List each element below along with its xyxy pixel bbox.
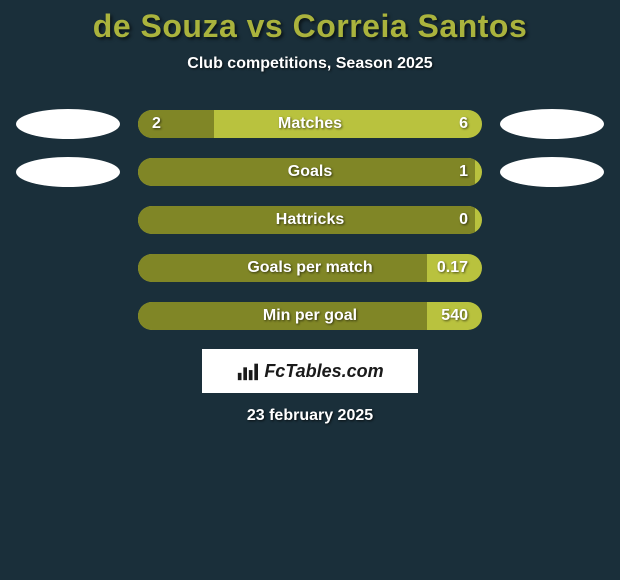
avatar-spacer <box>500 205 604 235</box>
stat-row: Hattricks 0 <box>0 205 620 235</box>
comparison-card: de Souza vs Correia Santos Club competit… <box>0 0 620 425</box>
player-left-avatar <box>16 109 120 139</box>
stat-right-value: 0.17 <box>437 259 468 277</box>
avatar-spacer <box>16 205 120 235</box>
avatar-spacer <box>16 301 120 331</box>
page-subtitle: Club competitions, Season 2025 <box>0 55 620 73</box>
logo-text: FcTables.com <box>264 361 383 382</box>
page-title: de Souza vs Correia Santos <box>0 8 620 45</box>
player-right-avatar <box>500 157 604 187</box>
stat-label: Hattricks <box>276 211 344 229</box>
snapshot-date: 23 february 2025 <box>0 407 620 425</box>
player-left-avatar <box>16 157 120 187</box>
stat-right-value: 6 <box>459 115 468 133</box>
stat-label: Goals <box>288 163 332 181</box>
player-right-avatar <box>500 109 604 139</box>
avatar-spacer <box>500 301 604 331</box>
stat-bar: Hattricks 0 <box>138 206 482 234</box>
stat-bar: Min per goal 540 <box>138 302 482 330</box>
stat-bar: Matches 2 6 <box>138 110 482 138</box>
stat-label: Goals per match <box>247 259 372 277</box>
stat-bar: Goals 1 <box>138 158 482 186</box>
bar-chart-icon <box>236 360 258 382</box>
source-logo: FcTables.com <box>202 349 418 393</box>
stat-row: Goals 1 <box>0 157 620 187</box>
stat-label: Matches <box>278 115 342 133</box>
stat-bar-left-fill <box>138 110 214 138</box>
avatar-spacer <box>16 253 120 283</box>
avatar-spacer <box>500 253 604 283</box>
stat-row: Min per goal 540 <box>0 301 620 331</box>
stat-right-value: 0 <box>459 211 468 229</box>
stat-row: Goals per match 0.17 <box>0 253 620 283</box>
stat-row: Matches 2 6 <box>0 109 620 139</box>
stats-list: Matches 2 6 Goals 1 Hattricks 0 Goals per match… <box>0 109 620 331</box>
stat-right-value: 540 <box>441 307 468 325</box>
stat-left-value: 2 <box>152 115 161 133</box>
stat-label: Min per goal <box>263 307 357 325</box>
stat-right-value: 1 <box>459 163 468 181</box>
stat-bar: Goals per match 0.17 <box>138 254 482 282</box>
